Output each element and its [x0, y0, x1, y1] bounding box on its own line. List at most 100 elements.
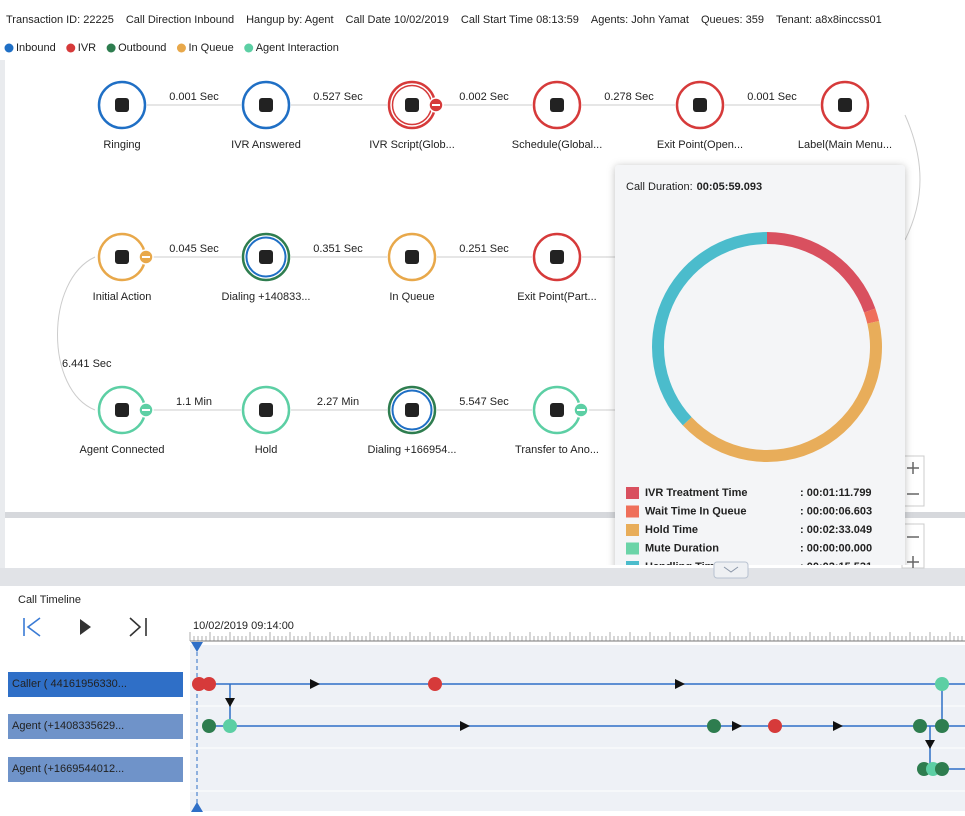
donut-segment: [767, 232, 876, 313]
flow-node[interactable]: Schedule(Global...: [512, 80, 603, 151]
flow-node[interactable]: Initial Action: [93, 232, 154, 303]
legend-label: Wait Time In Queue: [645, 505, 746, 517]
legend-swatch: [626, 487, 639, 499]
arrow: [675, 679, 685, 689]
header-bar: [0, 0, 965, 38]
flow-node[interactable]: IVR Script(Glob...: [369, 80, 455, 151]
legend-dot: [106, 43, 116, 53]
event-dot[interactable]: [223, 719, 237, 733]
flow-panel-border: [5, 512, 965, 518]
node-icon: [693, 98, 707, 112]
node-label: Transfer to Ano...: [515, 444, 599, 456]
node-icon: [259, 403, 273, 417]
legend-dot: [4, 43, 14, 53]
legend-label: Outbound: [118, 42, 166, 54]
node-label: Ringing: [103, 139, 140, 151]
zoom-controls: [901, 455, 925, 569]
legend-label: Mute Duration: [645, 542, 719, 554]
event-dot[interactable]: [428, 677, 442, 691]
event-dot[interactable]: [202, 719, 216, 733]
flow-node[interactable]: Exit Point(Open...: [657, 80, 743, 151]
row-label-box[interactable]: [8, 757, 183, 782]
legend-swatch: [626, 505, 639, 518]
event-dot[interactable]: [935, 762, 949, 776]
flow-node[interactable]: Ringing: [97, 80, 147, 151]
legend-label: Agent Interaction: [256, 42, 339, 54]
legend-swatch: [626, 524, 639, 536]
node-label: IVR Answered: [231, 139, 301, 151]
row-label: Caller ( 44161956330...: [12, 678, 127, 690]
donut-segment: [864, 308, 880, 324]
flow-node[interactable]: Dialing +140833...: [222, 232, 311, 303]
edge-label: 0.278 Sec: [604, 91, 654, 103]
node-label: Dialing +166954...: [368, 444, 457, 456]
legend-value: : 00:00:06.603: [800, 505, 872, 517]
timeline-title: Call Timeline: [18, 594, 81, 606]
collapse-icon: [723, 566, 739, 573]
node-icon: [405, 403, 419, 417]
arrow: [310, 679, 320, 689]
timeline: Call Timeline 10/02/2019 09:14:00 Caller (…: [8, 594, 965, 812]
first-button[interactable]: [23, 617, 41, 637]
legend-value: : 00:01:11.799: [800, 487, 872, 499]
row-label-box[interactable]: [8, 714, 183, 739]
duration-popup: Call Duration: 00:05:59.093 IVR Treatment …: [615, 165, 905, 573]
legend-dot: [244, 43, 254, 53]
node-ring-inner: [391, 389, 433, 431]
edge-label: 0.001 Sec: [747, 91, 797, 103]
node-icon: [550, 403, 564, 417]
node-icon: [405, 250, 419, 264]
node-icon: [405, 98, 419, 112]
event-dot[interactable]: [935, 719, 949, 733]
row-label: Agent (+1408335629...: [12, 720, 124, 732]
arrow: [225, 698, 235, 707]
event-dot[interactable]: [707, 719, 721, 733]
flow-node[interactable]: In Queue: [387, 232, 437, 303]
flow-node[interactable]: Exit Point(Part...: [517, 232, 597, 303]
edge-label: 0.251 Sec: [459, 243, 509, 255]
last-button[interactable]: [129, 617, 147, 637]
legend-swatch: [626, 542, 639, 555]
arrow: [833, 721, 843, 731]
legend-label: Hold Time: [645, 524, 698, 536]
row-label: Agent (+1669544012...: [12, 763, 124, 775]
flow-node[interactable]: Hold: [241, 385, 291, 456]
flow-node[interactable]: Label(Main Menu...: [798, 80, 892, 151]
flow-node[interactable]: Transfer to Ano...: [515, 385, 599, 456]
connector: [904, 114, 921, 241]
legend-value: : 00:02:15.531: [800, 561, 872, 573]
flow-node[interactable]: Agent Connected: [79, 385, 165, 456]
flow-node[interactable]: IVR Answered: [231, 80, 301, 151]
legend-label: IVR Treatment Time: [645, 487, 748, 499]
cursor-head: [191, 642, 203, 652]
node-label: IVR Script(Glob...: [369, 139, 455, 151]
header-item: Call Start Time 08:13:59: [461, 14, 579, 26]
event-dot[interactable]: [202, 677, 216, 691]
node-icon: [550, 250, 564, 264]
popup-total: 00:05:59.093: [697, 181, 762, 193]
legend-label: Inbound: [16, 42, 56, 54]
event-dot[interactable]: [935, 677, 949, 691]
node-ring-inner: [245, 236, 287, 278]
node-label: Initial Action: [93, 291, 152, 303]
node-label: Exit Point(Open...: [657, 139, 743, 151]
zoom-icons: [907, 462, 919, 495]
legend-value: : 00:02:33.049: [800, 524, 872, 536]
flow-node[interactable]: Dialing +166954...: [368, 385, 457, 456]
edge-label: 0.351 Sec: [313, 243, 363, 255]
node-label: In Queue: [389, 291, 434, 303]
edge-label: 5.547 Sec: [459, 396, 509, 408]
play-button[interactable]: [80, 619, 91, 635]
node-icon: [259, 250, 273, 264]
arrow: [732, 721, 742, 731]
header-item: Hangup by: Agent: [246, 14, 333, 26]
event-dot[interactable]: [913, 719, 927, 733]
row-label-box[interactable]: [8, 672, 183, 697]
event-dot[interactable]: [192, 677, 206, 691]
donut-segment: [652, 232, 767, 426]
legend-bar: [0, 38, 965, 60]
event-dot[interactable]: [768, 719, 782, 733]
collapse-button[interactable]: [713, 561, 749, 579]
node-label: Dialing +140833...: [222, 291, 311, 303]
